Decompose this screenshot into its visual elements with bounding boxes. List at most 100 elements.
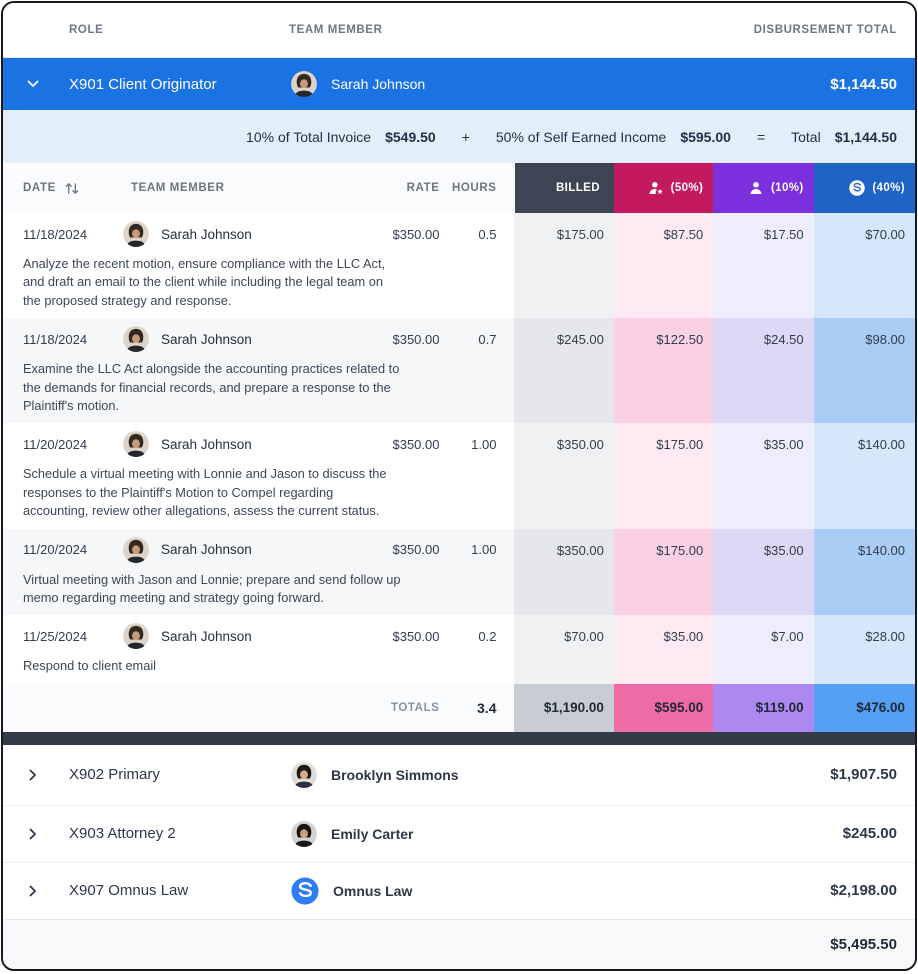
row-left: 11/18/2024 Sarah Johnson $350.00 0.5 Ana… bbox=[3, 213, 514, 318]
entry-split-10: $7.00 bbox=[713, 615, 814, 684]
formula-part1-value: $549.50 bbox=[385, 128, 436, 145]
totals-hours: 3.4 bbox=[477, 699, 497, 716]
entry-hours: 0.5 bbox=[478, 226, 497, 242]
avatar bbox=[291, 71, 317, 97]
list-header: ROLE TEAM MEMBER DISBURSEMENT TOTAL bbox=[3, 3, 915, 58]
entry-member-name: Sarah Johnson bbox=[161, 226, 252, 242]
entry-member: Sarah Johnson bbox=[123, 623, 349, 649]
entry-split-40: $140.00 bbox=[813, 423, 915, 529]
totals-split-10: $119.00 bbox=[713, 683, 814, 732]
group-row-x902[interactable]: X902 Primary Brooklyn Simmons $1,907.50 bbox=[3, 744, 915, 805]
split-10-column-header: (10%) bbox=[713, 163, 814, 213]
hours-column-header: HOURS bbox=[451, 182, 497, 194]
chevron-right-icon[interactable] bbox=[25, 883, 41, 899]
entry-hours: 1.00 bbox=[471, 542, 497, 558]
entry-split-50: $87.50 bbox=[613, 213, 714, 319]
avatar bbox=[123, 537, 149, 563]
entry-description: Respond to client email bbox=[23, 658, 157, 674]
omnus-logo-icon bbox=[849, 180, 865, 196]
group-role-label: X902 Primary bbox=[69, 766, 160, 784]
entry-split-40: $140.00 bbox=[813, 528, 915, 616]
chevron-right-icon[interactable] bbox=[25, 826, 41, 842]
entry-split-10: $35.00 bbox=[713, 528, 814, 616]
collapsed-groups: X902 Primary Brooklyn Simmons $1,907.50 … bbox=[3, 744, 915, 919]
detail-rows: 11/18/2024 Sarah Johnson $350.00 0.5 Ana… bbox=[3, 213, 915, 684]
formula-part1-label: 10% of Total Invoice bbox=[246, 128, 372, 145]
entry-split-40: $70.00 bbox=[813, 213, 915, 319]
entry-hours: 0.2 bbox=[478, 628, 497, 644]
group-member-name: Sarah Johnson bbox=[331, 76, 426, 92]
chevron-down-icon[interactable] bbox=[25, 76, 41, 92]
detail-header-left: DATE TEAM MEMBER RATE HOURS bbox=[3, 163, 515, 213]
entry-member-name: Sarah Johnson bbox=[161, 331, 252, 347]
totals-split-50: $595.00 bbox=[613, 683, 714, 732]
entry-split-50: $175.00 bbox=[613, 423, 714, 529]
entry-split-10: $24.50 bbox=[713, 318, 814, 424]
entry-date: 11/18/2024 bbox=[23, 331, 88, 347]
entry-split-50: $175.00 bbox=[613, 528, 714, 616]
table-row: 11/18/2024 Sarah Johnson $350.00 0.7 Exa… bbox=[3, 318, 915, 424]
table-row: 11/20/2024 Sarah Johnson $350.00 1.00 Vi… bbox=[3, 528, 915, 616]
entry-hours: 0.7 bbox=[478, 331, 497, 347]
avatar bbox=[291, 762, 317, 788]
grand-total-value: $5,495.50 bbox=[830, 935, 897, 953]
totals-label: TOTALS bbox=[390, 701, 440, 714]
group-row-x903[interactable]: X903 Attorney 2 Emily Carter $245.00 bbox=[3, 804, 915, 862]
entry-description: Virtual meeting with Jason and Lonnie; p… bbox=[23, 571, 401, 606]
detail-team-member-header: TEAM MEMBER bbox=[131, 182, 225, 194]
row-left: 11/20/2024 Sarah Johnson $350.00 1.00 Vi… bbox=[3, 528, 515, 616]
entry-member: Sarah Johnson bbox=[123, 537, 349, 563]
group-member-name: Omnus Law bbox=[333, 882, 413, 899]
formula-equals-operator: = bbox=[756, 128, 766, 145]
entry-billed: $175.00 bbox=[514, 213, 614, 319]
entry-member: Sarah Johnson bbox=[123, 431, 349, 457]
table-row: 11/18/2024 Sarah Johnson $350.00 0.5 Ana… bbox=[3, 213, 915, 319]
avatar bbox=[123, 431, 149, 457]
avatar bbox=[123, 221, 149, 247]
split-10-header-label: (10%) bbox=[770, 182, 804, 194]
row-left: 11/18/2024 Sarah Johnson $350.00 0.7 Exa… bbox=[3, 318, 515, 424]
group-disbursement-total: $1,144.50 bbox=[830, 75, 897, 93]
totals-left: TOTALS 3.4 bbox=[3, 683, 515, 732]
split-40-column-header: (40%) bbox=[813, 163, 915, 213]
group-row-x901[interactable]: X901 Client Originator Sarah Johnson $1,… bbox=[3, 58, 915, 110]
entry-member-name: Sarah Johnson bbox=[161, 542, 252, 558]
entry-rate: $350.00 bbox=[392, 542, 440, 558]
disbursement-formula-row: 10% of Total Invoice $549.50 + 50% of Se… bbox=[3, 110, 915, 163]
group-row-x907[interactable]: X907 Omnus Law Omnus Law $2,198.00 bbox=[3, 861, 915, 919]
entry-split-10: $35.00 bbox=[713, 423, 814, 529]
rate-column-header: RATE bbox=[406, 182, 440, 194]
formula-plus-operator: + bbox=[461, 128, 470, 145]
entry-rate: $350.00 bbox=[392, 331, 440, 347]
avatar bbox=[291, 821, 317, 847]
entry-member: Sarah Johnson bbox=[123, 326, 349, 352]
table-row: 11/20/2024 Sarah Johnson $350.00 1.00 Sc… bbox=[3, 423, 915, 529]
group-member-cell: Emily Carter bbox=[291, 821, 843, 847]
table-row: 11/25/2024 Sarah Johnson $350.00 0.2 Res… bbox=[3, 615, 915, 684]
entry-date: 11/20/2024 bbox=[23, 542, 88, 558]
entry-split-40: $28.00 bbox=[813, 615, 915, 684]
chevron-right-icon[interactable] bbox=[25, 767, 41, 783]
row-left: 11/20/2024 Sarah Johnson $350.00 1.00 Sc… bbox=[3, 423, 514, 528]
group-disbursement-total: $2,198.00 bbox=[830, 882, 897, 900]
entry-rate: $350.00 bbox=[392, 436, 440, 452]
entry-member: Sarah Johnson bbox=[123, 221, 349, 247]
entry-member-name: Sarah Johnson bbox=[161, 628, 252, 644]
billed-column-header: BILLED bbox=[514, 163, 614, 213]
entry-rate: $350.00 bbox=[392, 226, 440, 242]
entry-date: 11/18/2024 bbox=[23, 226, 88, 242]
group-member-cell: Sarah Johnson bbox=[291, 71, 830, 97]
totals-split-40: $476.00 bbox=[813, 683, 915, 732]
split-50-column-header: (50%) bbox=[613, 163, 714, 213]
sort-icon[interactable] bbox=[64, 181, 80, 196]
entry-member-name: Sarah Johnson bbox=[161, 436, 252, 452]
entry-description: Analyze the recent motion, ensure compli… bbox=[23, 256, 386, 308]
group-member-name: Emily Carter bbox=[331, 825, 414, 842]
omnus-logo-icon bbox=[291, 877, 319, 905]
date-column-header: DATE bbox=[23, 181, 131, 196]
entry-billed: $350.00 bbox=[514, 423, 614, 529]
entry-split-50: $35.00 bbox=[613, 615, 714, 684]
entry-rate: $350.00 bbox=[392, 628, 440, 644]
team-member-column-header: TEAM MEMBER bbox=[289, 24, 383, 36]
entry-billed: $245.00 bbox=[514, 318, 614, 424]
